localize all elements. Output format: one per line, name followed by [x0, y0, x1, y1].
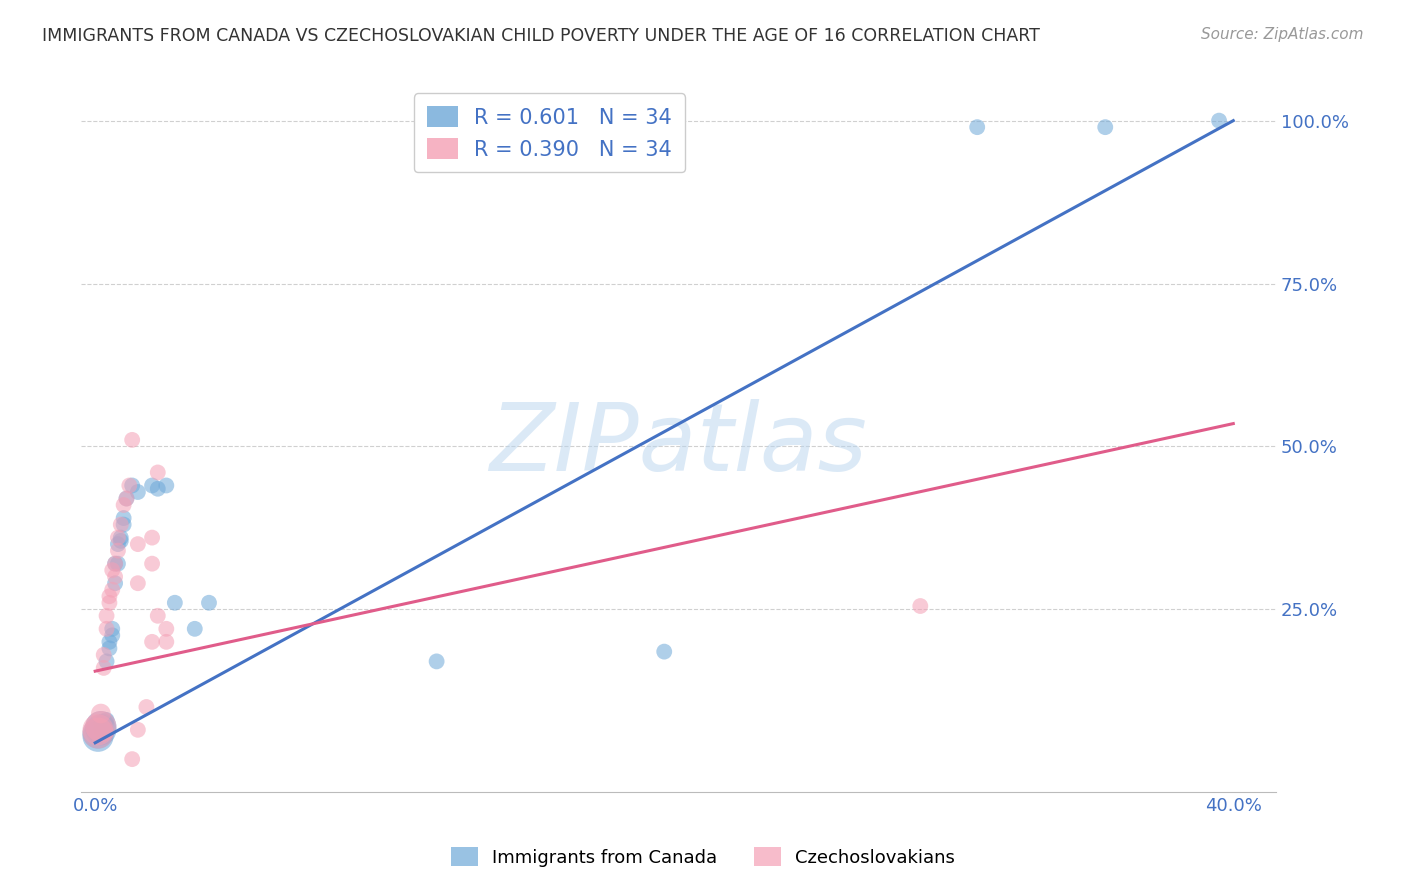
Point: [910, 599, 932, 613]
Text: IMMIGRANTS FROM CANADA VS CZECHOSLOVAKIAN CHILD POVERTY UNDER THE AGE OF 16 CORR: IMMIGRANTS FROM CANADA VS CZECHOSLOVAKIA…: [42, 27, 1040, 45]
Point: [107, 531, 129, 545]
Point: [118, 478, 141, 492]
Point: [96, 654, 118, 668]
Point: [90, 720, 112, 734]
Point: [93, 723, 115, 737]
Point: [155, 478, 177, 492]
Point: [121, 433, 143, 447]
Point: [426, 654, 449, 668]
Point: [141, 635, 163, 649]
Point: [1094, 120, 1116, 135]
Point: [104, 570, 127, 584]
Point: [110, 517, 132, 532]
Point: [146, 608, 169, 623]
Point: [155, 635, 177, 649]
Point: [115, 491, 138, 506]
Point: [87, 729, 110, 743]
Point: [107, 557, 129, 571]
Point: [107, 537, 129, 551]
Point: [198, 596, 221, 610]
Point: [110, 531, 132, 545]
Point: [184, 622, 207, 636]
Point: [90, 720, 112, 734]
Point: [127, 576, 149, 591]
Point: [98, 635, 121, 649]
Point: [121, 752, 143, 766]
Point: [121, 478, 143, 492]
Point: [101, 563, 124, 577]
Point: [98, 589, 121, 603]
Point: [155, 622, 177, 636]
Point: [96, 622, 118, 636]
Point: [141, 531, 163, 545]
Point: [104, 557, 127, 571]
Point: [90, 706, 112, 721]
Point: [87, 723, 110, 737]
Point: [90, 723, 112, 737]
Point: [96, 713, 118, 727]
Point: [127, 485, 149, 500]
Text: ZIPatlas: ZIPatlas: [489, 399, 868, 490]
Point: [96, 608, 118, 623]
Text: Source: ZipAtlas.com: Source: ZipAtlas.com: [1201, 27, 1364, 42]
Point: [1208, 113, 1230, 128]
Point: [135, 700, 157, 714]
Point: [112, 511, 135, 525]
Point: [104, 576, 127, 591]
Point: [98, 641, 121, 656]
Point: [87, 726, 110, 740]
Point: [112, 517, 135, 532]
Point: [101, 622, 124, 636]
Point: [107, 543, 129, 558]
Point: [104, 557, 127, 571]
Point: [141, 478, 163, 492]
Point: [101, 582, 124, 597]
Legend: Immigrants from Canada, Czechoslovakians: Immigrants from Canada, Czechoslovakians: [444, 840, 962, 874]
Point: [146, 466, 169, 480]
Point: [98, 596, 121, 610]
Point: [163, 596, 186, 610]
Legend: R = 0.601   N = 34, R = 0.390   N = 34: R = 0.601 N = 34, R = 0.390 N = 34: [413, 94, 685, 172]
Point: [141, 557, 163, 571]
Point: [115, 491, 138, 506]
Point: [127, 723, 149, 737]
Point: [112, 498, 135, 512]
Point: [93, 661, 115, 675]
Point: [93, 716, 115, 731]
Point: [127, 537, 149, 551]
Point: [101, 628, 124, 642]
Point: [652, 645, 675, 659]
Point: [146, 482, 169, 496]
Point: [966, 120, 988, 135]
Point: [93, 648, 115, 662]
Point: [110, 533, 132, 548]
Point: [87, 726, 110, 740]
